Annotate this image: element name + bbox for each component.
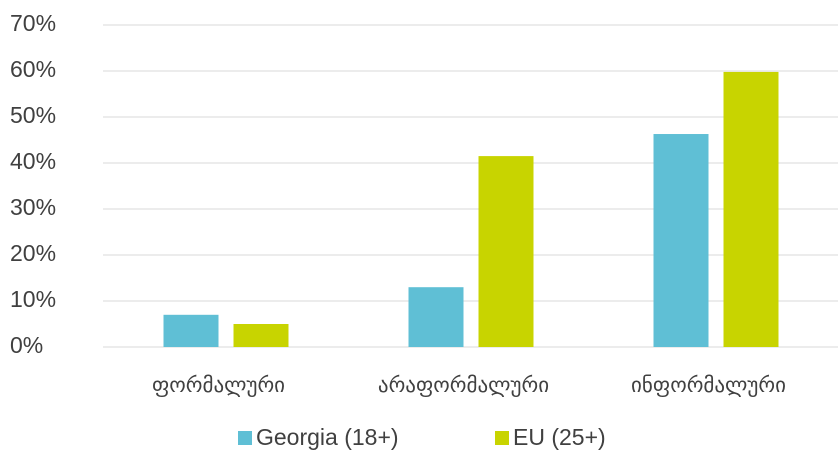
bar [408, 287, 464, 347]
y-tick-label: 0% [10, 332, 43, 358]
x-tick-label: არაფორმალური [378, 373, 549, 397]
legend-swatch [495, 431, 509, 445]
y-tick-label: 30% [10, 194, 56, 220]
y-tick-label: 50% [10, 102, 56, 128]
legend-label: EU (25+) [513, 424, 606, 450]
x-tick-label: ინფორმალური [631, 373, 786, 397]
y-tick-label: 20% [10, 240, 56, 266]
bar [478, 156, 534, 347]
y-tick-label: 60% [10, 56, 56, 82]
bar [233, 324, 289, 347]
y-tick-label: 10% [10, 286, 56, 312]
y-tick-label: 40% [10, 148, 56, 174]
legend-label: Georgia (18+) [256, 424, 399, 450]
bar [163, 314, 219, 347]
bar [723, 71, 779, 348]
bar [653, 134, 709, 347]
legend-swatch [238, 431, 252, 445]
y-tick-label: 70% [10, 10, 56, 36]
x-tick-label: ფორმალური [152, 373, 285, 397]
